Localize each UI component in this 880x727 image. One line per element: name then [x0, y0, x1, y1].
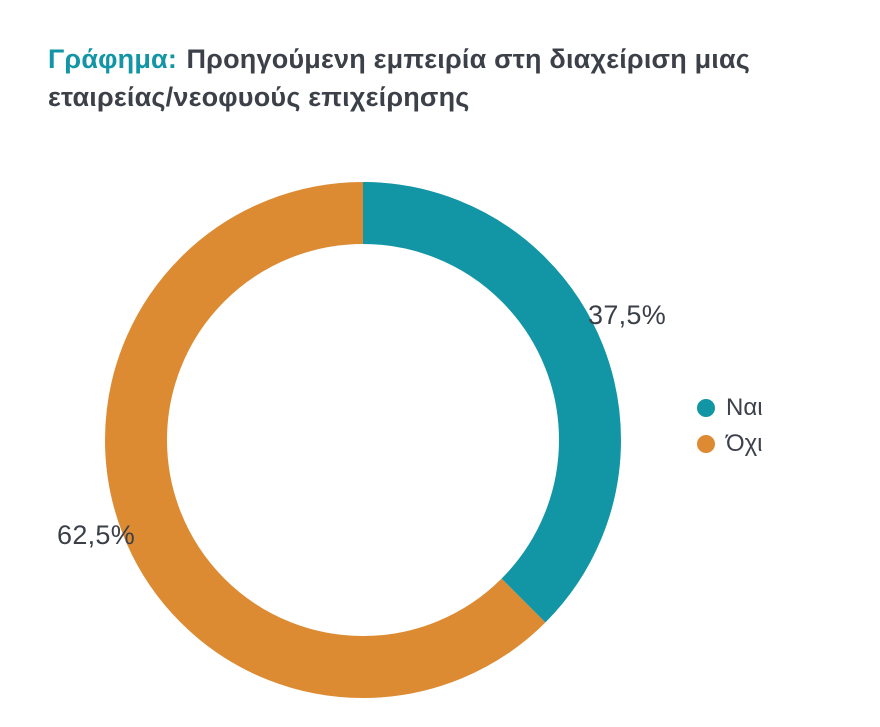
- donut-chart: [105, 182, 621, 698]
- legend-item-ochi: Όχι: [697, 430, 763, 458]
- legend: Ναι Όχι: [697, 394, 763, 458]
- legend-swatch-nai: [697, 399, 715, 417]
- chart-title-prefix: Γράφημα:: [48, 44, 178, 74]
- chart-title-text: Προηγούμενη εμπειρία στη διαχείριση μιας…: [48, 44, 751, 112]
- chart-title: Γράφημα: Προηγούμενη εμπειρία στη διαχείρ…: [48, 40, 848, 116]
- legend-label-ochi: Όχι: [726, 430, 763, 457]
- donut-segment-1: [105, 182, 621, 698]
- slice-label-ochi: 62,5%: [57, 520, 136, 550]
- donut-svg: [105, 182, 621, 698]
- legend-item-nai: Ναι: [697, 394, 763, 422]
- legend-swatch-ochi: [697, 435, 715, 453]
- legend-label-nai: Ναι: [726, 394, 763, 421]
- slice-label-nai: 37,5%: [588, 300, 667, 330]
